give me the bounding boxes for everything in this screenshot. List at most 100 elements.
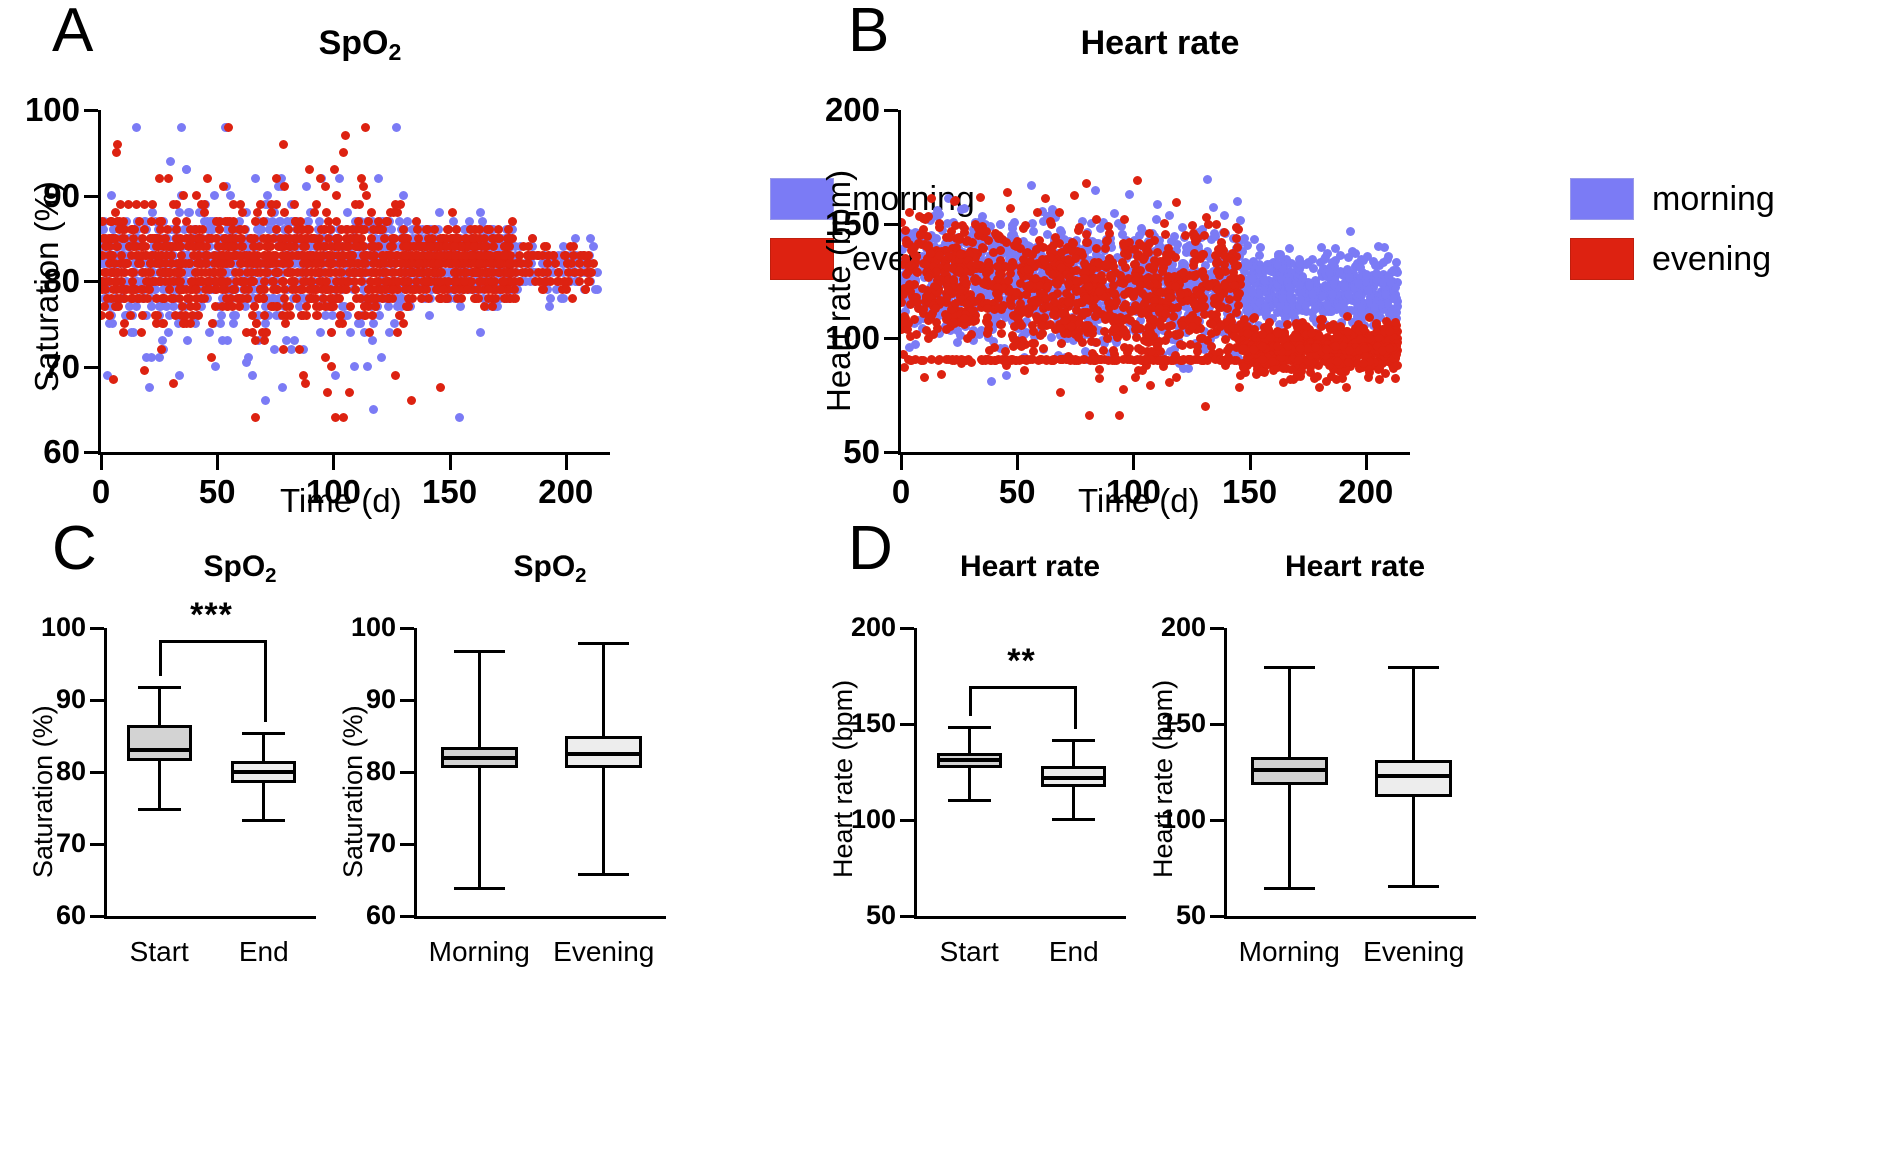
scatter-point xyxy=(242,250,252,260)
scatter-point xyxy=(321,310,331,320)
scatter-point xyxy=(251,336,261,346)
scatter-point xyxy=(1259,275,1269,285)
axis-tick-label: 90 xyxy=(43,176,80,214)
scatter-point xyxy=(147,199,157,209)
scatter-point xyxy=(204,233,214,243)
scatter-point xyxy=(399,191,409,200)
scatter-point xyxy=(125,302,134,312)
scatter-point xyxy=(472,267,481,277)
scatter-point xyxy=(105,310,115,320)
scatter-point xyxy=(144,276,154,286)
panel-a-x-axis xyxy=(98,452,610,455)
scatter-point xyxy=(212,233,222,243)
scatter-point xyxy=(360,310,370,320)
scatter-point xyxy=(197,302,207,312)
scatter-point xyxy=(499,276,509,286)
scatter-point xyxy=(254,242,264,252)
scatter-point xyxy=(155,353,165,363)
scatter-point xyxy=(131,302,141,312)
scatter-point xyxy=(549,267,559,277)
scatter-point xyxy=(344,387,354,397)
scatter-point xyxy=(255,199,265,209)
scatter-point xyxy=(1272,259,1282,269)
scatter-point xyxy=(377,293,387,303)
scatter-point xyxy=(278,344,288,354)
scatter-point xyxy=(468,285,478,295)
scatter-point xyxy=(304,293,314,303)
scatter-point xyxy=(108,319,118,329)
scatter-point xyxy=(393,302,403,312)
scatter-point xyxy=(371,233,381,243)
scatter-point xyxy=(1369,303,1379,313)
scatter-point xyxy=(228,319,238,329)
scatter-point xyxy=(215,319,225,329)
scatter-point xyxy=(1284,282,1294,292)
scatter-point xyxy=(435,276,445,286)
scatter-point xyxy=(242,327,252,337)
scatter-point xyxy=(542,259,552,269)
scatter-point xyxy=(187,310,197,320)
scatter-point xyxy=(407,225,417,235)
scatter-point xyxy=(194,242,204,252)
scatter-point xyxy=(169,302,179,312)
scatter-point xyxy=(301,302,311,312)
scatter-point xyxy=(355,267,365,277)
scatter-point xyxy=(1054,208,1064,217)
scatter-point xyxy=(250,413,260,423)
scatter-point xyxy=(326,276,336,286)
scatter-point xyxy=(223,250,233,260)
scatter-point xyxy=(537,259,547,269)
axis-tick-mark xyxy=(84,365,98,369)
scatter-point xyxy=(294,344,304,354)
scatter-point xyxy=(399,225,409,235)
scatter-point xyxy=(154,173,164,183)
scatter-point xyxy=(215,225,225,235)
scatter-point xyxy=(110,208,120,218)
scatter-point xyxy=(254,276,264,286)
scatter-point xyxy=(953,337,963,347)
scatter-point xyxy=(338,302,347,312)
scatter-point xyxy=(380,285,390,295)
panel-a-scatter-area xyxy=(101,110,610,452)
scatter-point xyxy=(1322,300,1332,310)
scatter-point xyxy=(396,293,406,303)
scatter-point xyxy=(233,293,243,303)
scatter-point xyxy=(239,276,249,286)
scatter-point xyxy=(450,276,460,286)
scatter-point xyxy=(383,293,393,303)
scatter-point xyxy=(279,208,289,218)
scatter-point xyxy=(564,267,573,277)
scatter-point xyxy=(209,191,219,200)
scatter-point xyxy=(1249,234,1259,244)
scatter-point xyxy=(436,250,446,260)
axis-tick-mark xyxy=(216,455,220,470)
scatter-point xyxy=(329,302,338,312)
scatter-point xyxy=(192,293,201,303)
scatter-point xyxy=(367,336,377,346)
scatter-point xyxy=(206,353,216,363)
scatter-point xyxy=(302,216,312,226)
scatter-point xyxy=(440,293,450,303)
scatter-point xyxy=(588,242,598,252)
panel-letter-b: B xyxy=(848,0,890,65)
scatter-point xyxy=(422,276,431,286)
scatter-point xyxy=(424,293,433,303)
scatter-point xyxy=(205,327,215,337)
scatter-point xyxy=(226,191,236,200)
scatter-point xyxy=(193,250,203,260)
scatter-point xyxy=(117,242,127,252)
scatter-point xyxy=(457,293,467,303)
scatter-point xyxy=(315,327,325,337)
scatter-point xyxy=(374,173,384,183)
axis-tick-mark xyxy=(564,455,568,470)
scatter-point xyxy=(112,148,121,158)
scatter-point xyxy=(1209,203,1219,212)
scatter-point xyxy=(279,139,289,149)
scatter-point xyxy=(575,267,585,277)
axis-tick-mark xyxy=(1016,455,1020,470)
scatter-point xyxy=(413,225,423,235)
scatter-point xyxy=(277,276,287,286)
scatter-point xyxy=(484,225,494,235)
scatter-point xyxy=(250,216,260,226)
scatter-point xyxy=(455,413,465,423)
